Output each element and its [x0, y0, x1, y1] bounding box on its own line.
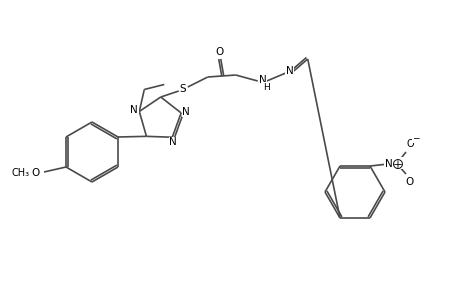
Text: N⨁: N⨁ [384, 158, 402, 168]
Text: H: H [263, 82, 269, 91]
Text: O: O [405, 139, 413, 149]
Text: N: N [182, 107, 190, 117]
Text: O: O [405, 177, 413, 187]
Text: −: − [411, 134, 419, 142]
Text: N: N [258, 75, 266, 85]
Text: CH₃: CH₃ [12, 168, 30, 178]
Text: O: O [32, 168, 40, 178]
Text: O: O [215, 47, 224, 57]
Text: S: S [179, 84, 185, 94]
Text: N: N [169, 137, 177, 147]
Text: N: N [130, 106, 138, 116]
Text: N: N [285, 66, 293, 76]
